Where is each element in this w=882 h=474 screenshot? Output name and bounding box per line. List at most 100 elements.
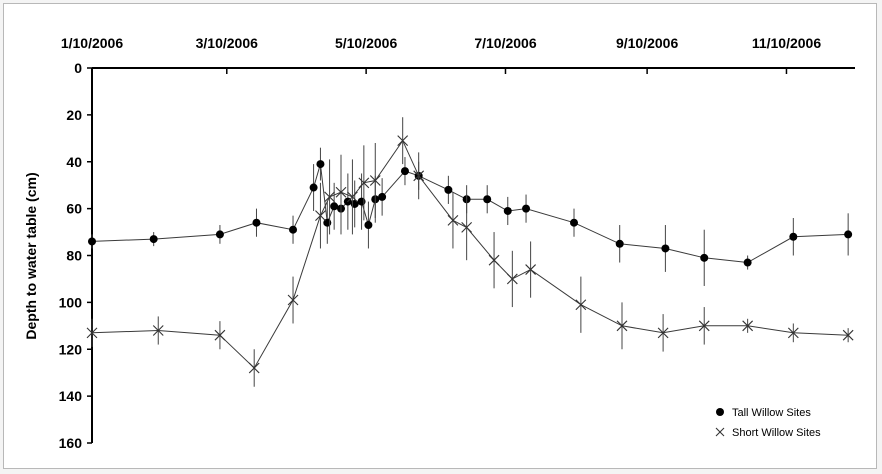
x-marker-stroke <box>715 427 725 437</box>
y-tick-label: 100 <box>59 294 83 310</box>
data-point <box>252 218 261 227</box>
data-point <box>844 230 853 239</box>
data-point <box>615 239 624 248</box>
data-point <box>335 186 347 198</box>
y-tick-label: 20 <box>66 107 82 123</box>
x-marker-stroke <box>358 177 370 189</box>
data-point <box>316 160 325 169</box>
y-tick-label: 80 <box>66 248 82 264</box>
data-point <box>743 258 752 267</box>
x-tick-label: 1/10/2006 <box>61 35 123 51</box>
data-point <box>413 170 425 182</box>
data-point <box>364 221 373 230</box>
axes-group <box>91 67 855 443</box>
data-point <box>287 294 299 306</box>
x-tick-label: 3/10/2006 <box>196 35 258 51</box>
data-point <box>248 362 260 374</box>
x-marker-stroke <box>488 254 500 266</box>
x-marker-stroke <box>335 186 347 198</box>
data-point <box>86 327 98 339</box>
legend: Tall Willow Sites Short Willow Sites <box>715 407 821 439</box>
x-marker-stroke <box>397 135 409 147</box>
series-tall-willow <box>88 147 853 286</box>
y-tick-label: 120 <box>59 341 83 357</box>
data-point <box>215 230 224 239</box>
data-point <box>378 192 387 201</box>
legend-label-tall: Tall Willow Sites <box>732 407 811 419</box>
data-point <box>698 320 710 332</box>
x-marker-stroke <box>506 273 518 285</box>
data-point <box>397 135 409 147</box>
data-point <box>444 185 453 194</box>
legend-marker-tall <box>716 408 724 416</box>
x-tick-label: 9/10/2006 <box>616 35 678 51</box>
data-point <box>657 327 669 339</box>
series-line <box>91 139 849 369</box>
data-point <box>357 197 366 206</box>
x-marker-stroke <box>347 191 358 203</box>
x-marker-stroke <box>315 210 326 222</box>
data-point <box>525 264 536 275</box>
series-line <box>91 163 849 264</box>
data-point <box>522 204 531 213</box>
data-point <box>503 206 512 215</box>
x-marker-stroke <box>369 175 381 186</box>
data-point <box>787 327 799 339</box>
x-marker-stroke <box>248 362 260 374</box>
x-marker-stroke <box>575 299 587 311</box>
x-marker-stroke <box>413 170 425 182</box>
x-marker-stroke <box>787 327 799 339</box>
data-point <box>369 175 381 186</box>
data-point <box>661 244 670 253</box>
data-point <box>506 273 518 285</box>
data-point <box>347 191 358 203</box>
x-tick-label: 11/10/2006 <box>752 35 822 51</box>
data-point <box>315 210 326 222</box>
x-tick-label: 7/10/2006 <box>474 35 536 51</box>
data-point <box>88 237 96 246</box>
chart-frame <box>3 3 877 469</box>
y-tick-label: 0 <box>74 60 82 76</box>
y-tick-label: 140 <box>59 388 83 404</box>
data-point <box>842 329 854 341</box>
x-marker-stroke <box>616 320 628 332</box>
legend-label-short: Short Willow Sites <box>732 427 821 439</box>
data-point <box>350 199 359 208</box>
data-point <box>324 191 335 203</box>
data-point <box>461 221 473 233</box>
x-marker-stroke <box>152 325 164 336</box>
data-point <box>400 167 409 176</box>
legend-marker-short <box>715 427 725 437</box>
x-marker-stroke <box>214 329 226 341</box>
data-point <box>289 225 298 234</box>
x-marker-stroke <box>742 320 754 332</box>
y-axis-title: Depth to water table (cm) <box>23 172 39 339</box>
tick-group: 0 20 40 60 80 100 120 140 160 1/10/2006 3/10/2006 5… <box>59 35 822 451</box>
series-short-willow <box>86 117 854 387</box>
data-point <box>742 320 754 332</box>
y-tick-label: 60 <box>66 201 82 217</box>
data-point <box>483 195 492 204</box>
x-marker-stroke <box>842 329 854 341</box>
data-point <box>616 320 628 332</box>
y-tick-label: 40 <box>66 154 82 170</box>
data-point <box>149 235 158 244</box>
data-point <box>309 183 318 192</box>
data-point <box>570 218 579 227</box>
x-marker-stroke <box>324 191 335 203</box>
data-point <box>488 254 500 266</box>
x-marker-stroke <box>461 221 473 233</box>
x-marker-stroke <box>86 327 98 339</box>
data-point <box>789 232 798 241</box>
x-marker-stroke <box>525 264 536 275</box>
y-tick-label: 160 <box>59 435 83 451</box>
data-point <box>447 214 459 226</box>
x-marker-stroke <box>287 294 299 306</box>
data-point <box>152 325 164 336</box>
x-marker-stroke <box>657 327 669 339</box>
x-marker-stroke <box>447 214 459 226</box>
data-point <box>358 177 370 189</box>
data-point <box>214 329 226 341</box>
data-point <box>700 253 709 262</box>
